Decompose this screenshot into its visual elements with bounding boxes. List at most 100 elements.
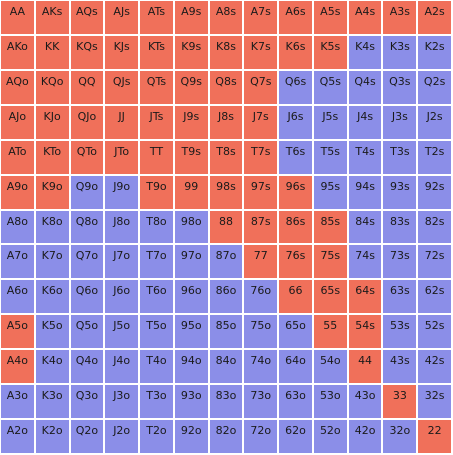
hand-cell[interactable]: Q4s bbox=[348, 70, 382, 104]
hand-cell[interactable]: Q4o bbox=[70, 350, 104, 384]
hand-cell[interactable]: ATo bbox=[1, 140, 34, 174]
hand-cell[interactable]: AQs bbox=[70, 1, 104, 34]
hand-cell[interactable]: AKo bbox=[1, 35, 34, 69]
hand-cell[interactable]: A9s bbox=[174, 1, 208, 34]
hand-cell[interactable]: A4o bbox=[1, 350, 34, 384]
hand-cell[interactable]: A7o bbox=[1, 245, 34, 279]
hand-cell[interactable]: 42o bbox=[348, 420, 382, 453]
hand-cell[interactable]: K6o bbox=[35, 280, 69, 314]
hand-cell[interactable]: KTo bbox=[35, 140, 69, 174]
hand-cell[interactable]: T6o bbox=[140, 280, 173, 314]
hand-cell[interactable]: K2o bbox=[35, 420, 69, 453]
hand-cell[interactable]: AQo bbox=[1, 70, 34, 104]
hand-cell[interactable]: K7o bbox=[35, 245, 69, 279]
hand-cell[interactable]: 94s bbox=[348, 175, 382, 209]
hand-cell[interactable]: 93o bbox=[174, 385, 208, 419]
hand-cell[interactable]: 87o bbox=[209, 245, 243, 279]
hand-cell[interactable]: T2s bbox=[418, 140, 451, 174]
hand-cell[interactable]: Q5o bbox=[70, 315, 104, 349]
hand-cell[interactable]: 73o bbox=[244, 385, 278, 419]
hand-cell[interactable]: 72o bbox=[244, 420, 278, 453]
hand-cell[interactable]: Q8o bbox=[70, 210, 104, 244]
hand-cell[interactable]: K8o bbox=[35, 210, 69, 244]
hand-cell[interactable]: 86s bbox=[279, 210, 312, 244]
hand-cell[interactable]: JJ bbox=[105, 105, 139, 139]
hand-cell[interactable]: 85s bbox=[313, 210, 347, 244]
hand-cell[interactable]: 77 bbox=[244, 245, 278, 279]
hand-cell[interactable]: K5s bbox=[313, 35, 347, 69]
hand-cell[interactable]: 92s bbox=[418, 175, 451, 209]
hand-cell[interactable]: 95s bbox=[313, 175, 347, 209]
hand-cell[interactable]: 53o bbox=[313, 385, 347, 419]
hand-cell[interactable]: J4o bbox=[105, 350, 139, 384]
hand-cell[interactable]: 63s bbox=[383, 280, 417, 314]
hand-cell[interactable]: 64o bbox=[279, 350, 312, 384]
hand-cell[interactable]: 93s bbox=[383, 175, 417, 209]
hand-cell[interactable]: AA bbox=[1, 1, 34, 34]
hand-cell[interactable]: AKs bbox=[35, 1, 69, 34]
hand-cell[interactable]: KK bbox=[35, 35, 69, 69]
hand-cell[interactable]: 53s bbox=[383, 315, 417, 349]
hand-cell[interactable]: J3o bbox=[105, 385, 139, 419]
hand-cell[interactable]: 32s bbox=[418, 385, 451, 419]
hand-cell[interactable]: Q2s bbox=[418, 70, 451, 104]
hand-cell[interactable]: T9s bbox=[174, 140, 208, 174]
hand-cell[interactable]: J3s bbox=[383, 105, 417, 139]
hand-cell[interactable]: J7o bbox=[105, 245, 139, 279]
hand-cell[interactable]: KJo bbox=[35, 105, 69, 139]
hand-cell[interactable]: 65s bbox=[313, 280, 347, 314]
hand-cell[interactable]: T8s bbox=[209, 140, 243, 174]
hand-cell[interactable]: 95o bbox=[174, 315, 208, 349]
hand-cell[interactable]: Q6o bbox=[70, 280, 104, 314]
hand-cell[interactable]: K9o bbox=[35, 175, 69, 209]
hand-cell[interactable]: AJo bbox=[1, 105, 34, 139]
hand-cell[interactable]: 76o bbox=[244, 280, 278, 314]
hand-cell[interactable]: 72s bbox=[418, 245, 451, 279]
hand-cell[interactable]: T8o bbox=[140, 210, 173, 244]
hand-cell[interactable]: 84s bbox=[348, 210, 382, 244]
hand-cell[interactable]: 83o bbox=[209, 385, 243, 419]
hand-cell[interactable]: 54s bbox=[348, 315, 382, 349]
hand-cell[interactable]: TT bbox=[140, 140, 173, 174]
hand-cell[interactable]: J2o bbox=[105, 420, 139, 453]
hand-cell[interactable]: J4s bbox=[348, 105, 382, 139]
hand-cell[interactable]: K3s bbox=[383, 35, 417, 69]
hand-cell[interactable]: 33 bbox=[383, 385, 417, 419]
hand-cell[interactable]: 86o bbox=[209, 280, 243, 314]
hand-cell[interactable]: A4s bbox=[348, 1, 382, 34]
hand-cell[interactable]: J8o bbox=[105, 210, 139, 244]
hand-cell[interactable]: T2o bbox=[140, 420, 173, 453]
hand-cell[interactable]: QQ bbox=[70, 70, 104, 104]
hand-cell[interactable]: 75s bbox=[313, 245, 347, 279]
hand-cell[interactable]: T3o bbox=[140, 385, 173, 419]
hand-cell[interactable]: Q3s bbox=[383, 70, 417, 104]
hand-cell[interactable]: 52s bbox=[418, 315, 451, 349]
hand-cell[interactable]: K4o bbox=[35, 350, 69, 384]
hand-cell[interactable]: KTs bbox=[140, 35, 173, 69]
hand-cell[interactable]: J6o bbox=[105, 280, 139, 314]
hand-cell[interactable]: T9o bbox=[140, 175, 173, 209]
hand-cell[interactable]: QTo bbox=[70, 140, 104, 174]
hand-cell[interactable]: Q9o bbox=[70, 175, 104, 209]
hand-cell[interactable]: 44 bbox=[348, 350, 382, 384]
hand-cell[interactable]: Q9s bbox=[174, 70, 208, 104]
hand-cell[interactable]: A3o bbox=[1, 385, 34, 419]
hand-cell[interactable]: 62s bbox=[418, 280, 451, 314]
hand-cell[interactable]: 98o bbox=[174, 210, 208, 244]
hand-cell[interactable]: K8s bbox=[209, 35, 243, 69]
hand-cell[interactable]: 85o bbox=[209, 315, 243, 349]
hand-cell[interactable]: J8s bbox=[209, 105, 243, 139]
hand-cell[interactable]: 75o bbox=[244, 315, 278, 349]
hand-cell[interactable]: 74o bbox=[244, 350, 278, 384]
hand-cell[interactable]: 84o bbox=[209, 350, 243, 384]
hand-cell[interactable]: A7s bbox=[244, 1, 278, 34]
hand-cell[interactable]: ATs bbox=[140, 1, 173, 34]
hand-cell[interactable]: J2s bbox=[418, 105, 451, 139]
hand-cell[interactable]: A3s bbox=[383, 1, 417, 34]
hand-cell[interactable]: T4o bbox=[140, 350, 173, 384]
hand-cell[interactable]: JTs bbox=[140, 105, 173, 139]
hand-cell[interactable]: 43s bbox=[383, 350, 417, 384]
hand-cell[interactable]: K5o bbox=[35, 315, 69, 349]
hand-cell[interactable]: 92o bbox=[174, 420, 208, 453]
hand-cell[interactable]: 66 bbox=[279, 280, 312, 314]
